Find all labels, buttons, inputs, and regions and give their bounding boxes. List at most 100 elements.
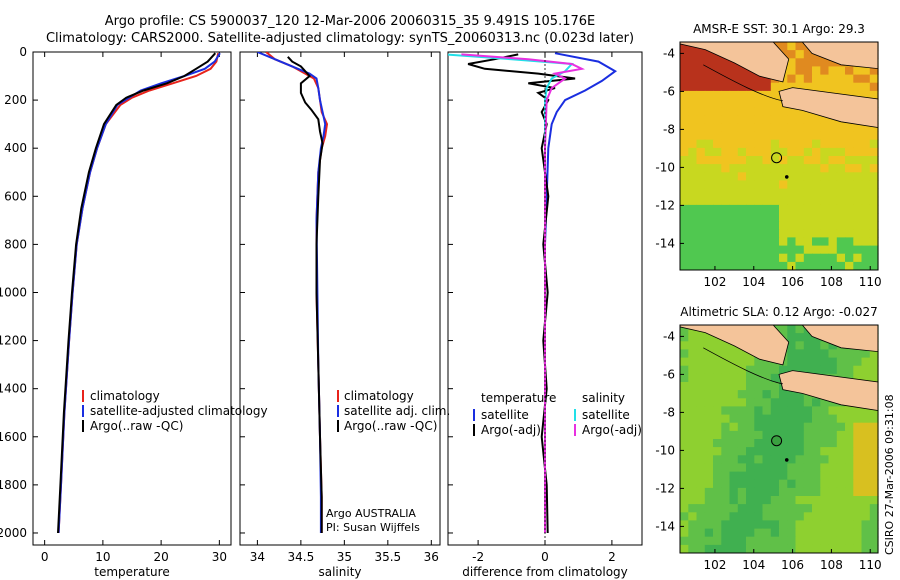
sla_map-cell [737,414,747,424]
sst_map-cell [770,261,780,271]
sla_map-cell [861,528,871,538]
sst_map-cell [861,180,871,189]
sst_map-xtick-label: 110 [859,275,882,289]
sla_map-cell [737,512,747,521]
sla_map-cell [680,512,689,521]
sla_map-cell [803,479,813,489]
sla_map-cell [696,341,706,350]
sla_map-cell [680,520,689,529]
sla_map-cell [795,528,805,538]
sla_map-cell [828,455,838,464]
sst_map-cell [812,245,821,255]
sst_map-cell [869,74,879,84]
sst_map-cell [812,66,821,75]
sst_map-cell [861,147,871,157]
side-timestamp: CSIRO 27-Mar-2006 09:31:08 [883,394,896,555]
sla_map-cell [869,496,879,505]
sla_map-cell [746,373,755,383]
sst_map-cell [869,66,879,75]
salinity-xlabel: salinity [318,565,361,579]
temperature-xtick-label: 20 [153,550,168,564]
sla_map-cell [812,455,821,464]
sst_map-cell [836,74,846,84]
sst_map-cell [754,99,764,108]
sla_map-cell [762,406,772,415]
sla_map-cell [828,496,838,505]
sla_map-cell [845,536,854,546]
sla_map-cell [696,496,706,505]
sla_map-cell [869,463,879,472]
sla_map-cell [779,479,788,489]
sst_map-cell [770,90,780,100]
sst_map-cell [762,74,772,84]
sst_map-cell [721,107,731,116]
sla_map-cell [737,357,747,367]
sst_map-cell [680,204,689,214]
sla_map-cell [746,390,755,399]
sst_map-cell [795,50,805,59]
sst_map-frame [679,41,879,271]
sla_map-cell [820,406,830,415]
sla_map-cell [787,422,797,432]
sla_map-xtick-label: 102 [703,558,726,572]
sla_map-cell [746,544,755,554]
sst_map-cell [779,229,788,238]
sst_map-cell [704,50,714,59]
salinity-xtick-label: 35.5 [374,550,401,564]
sst_map-cell [704,237,714,246]
sst_map-cell [713,66,722,75]
sst_map-cell [729,131,739,141]
sla_map-cell [803,544,813,554]
sst_map-cell [787,42,797,51]
sst_map-cell [836,164,846,173]
sst_map-cell [754,164,764,173]
sla_map-cell [688,536,698,546]
sla_map-cell [812,365,821,375]
sla_map-cell [729,544,739,554]
sla_map-cell [713,455,722,464]
sst_map-cell [828,131,838,141]
sst_map-cell [795,180,805,189]
sla_map-cell [812,504,821,513]
sst_map-cell [746,156,755,165]
sla_map-group [679,324,879,554]
temperature-legend-label: Argo(..raw -QC) [90,419,183,433]
sst_map-cell [812,115,821,124]
difference-xlabel: difference from climatology [462,565,628,579]
sst_map-cell [770,180,780,189]
sla_map-cell [869,512,879,521]
sst_map-cell [779,139,788,149]
sla_map-cell [721,365,731,375]
sla_map-cell [696,365,706,375]
sst_map-cell [869,213,879,222]
sla_map-cell [762,528,772,538]
sst_map-cell [820,261,830,271]
sst_map-cell [737,196,747,206]
sla_map-cell [869,504,879,513]
sla_map-cell [713,349,722,358]
sst_map-cell [787,115,797,124]
sst_map-cell [779,188,788,198]
sla_map-cell [713,512,722,521]
sst_map-cell [688,107,698,116]
sst_map-cell [704,156,714,165]
sla_map-cell [770,520,780,529]
figure-title-line1: Argo profile: CS 5900037_120 12-Mar-2006… [105,14,595,29]
sst_map-cell [820,164,830,173]
sla_map-cell [795,341,805,350]
sla_map-cell [721,512,731,521]
sst_map-cell [795,107,805,116]
sla_map-cell [795,496,805,505]
sla_map-cell [696,471,706,481]
sla_map-cell [803,455,813,464]
sst_map-cell [729,90,739,100]
sst_map-cell [803,139,813,149]
sst_map-cell [795,139,805,149]
sst_map-cell [787,82,797,92]
sla_map-cell [803,528,813,538]
sst_map-cell [696,58,706,67]
sla_map-cell [713,439,722,448]
sst_map-cell [688,156,698,165]
sla_map-cell [762,447,772,456]
sst_map-cell [795,123,805,132]
